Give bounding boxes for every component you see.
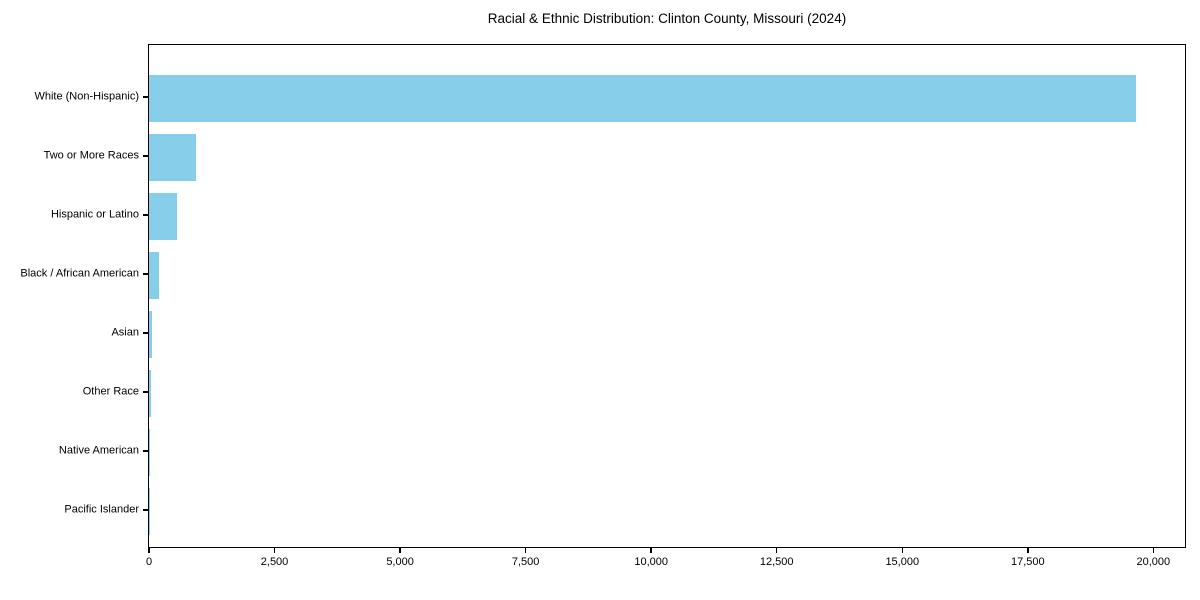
bar-two-or-more-races — [149, 133, 196, 181]
x-tick-label-17-500: 17,500 — [1010, 556, 1045, 568]
x-tick-label-5-000: 5,000 — [386, 556, 414, 568]
x-tick-15-000 — [901, 548, 903, 553]
y-label-other-race: Other Race — [82, 385, 139, 398]
x-tick-label-12-500: 12,500 — [759, 556, 794, 568]
x-tick-5-000 — [399, 548, 401, 553]
bar-black-african-american — [149, 251, 159, 299]
y-label-hispanic-or-latino: Hispanic or Latino — [50, 208, 139, 221]
y-tick-white-non-hispanic — [143, 96, 148, 98]
bar-other-race — [149, 369, 151, 417]
bar-asian — [149, 310, 152, 358]
x-tick-7-500 — [524, 548, 527, 553]
x-tick-17-500 — [1027, 548, 1029, 553]
y-tick-two-or-more-races — [143, 155, 148, 157]
y-label-asian: Asian — [111, 326, 139, 339]
x-tick-0 — [148, 548, 150, 553]
y-tick-black-african-american — [143, 273, 148, 275]
bar-native-american — [149, 428, 151, 476]
bar-pacific-islander — [149, 487, 150, 535]
chart-title: Racial & Ethnic Distribution: Clinton Co… — [487, 11, 847, 26]
y-label-native-american: Native American — [58, 444, 139, 457]
x-tick-12-500 — [776, 548, 778, 553]
y-label-two-or-more-races: Two or More Races — [43, 149, 139, 162]
y-tick-native-american — [143, 450, 148, 452]
x-tick-20-000 — [1152, 548, 1155, 553]
bar-hispanic-or-latino — [149, 192, 178, 240]
y-tick-asian — [143, 332, 148, 334]
x-tick-label-0: 0 — [145, 556, 153, 568]
x-tick-label-15-000: 15,000 — [885, 556, 920, 568]
x-tick-2-500 — [273, 548, 276, 553]
x-tick-label-10-000: 10,000 — [634, 556, 668, 568]
y-label-black-african-american: Black / African American — [20, 267, 139, 280]
y-label-pacific-islander: Pacific Islander — [64, 503, 139, 516]
x-tick-label-20-000: 20,000 — [1136, 556, 1171, 568]
x-tick-10-000 — [650, 548, 652, 553]
plot-area — [148, 44, 1186, 548]
bar-white-non-hispanic — [149, 74, 1136, 122]
y-tick-pacific-islander — [143, 509, 148, 511]
y-label-white-non-hispanic: White (Non-Hispanic) — [34, 90, 139, 103]
x-tick-label-7-500: 7,500 — [511, 556, 540, 568]
y-tick-hispanic-or-latino — [143, 214, 148, 216]
y-tick-other-race — [143, 391, 148, 393]
x-tick-label-2-500: 2,500 — [260, 556, 289, 568]
